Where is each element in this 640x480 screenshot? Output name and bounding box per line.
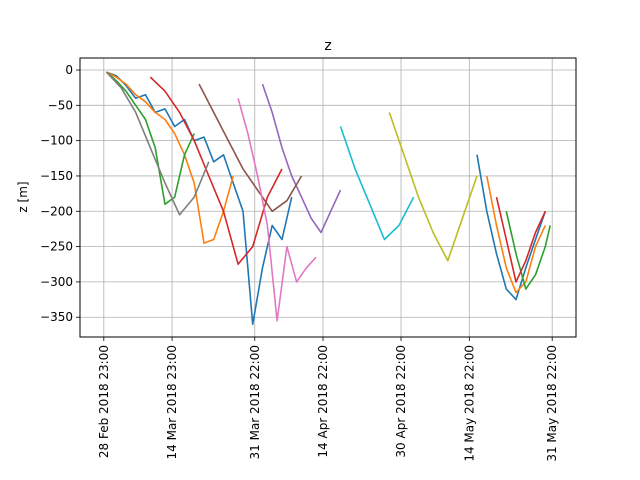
series-line-3 bbox=[105, 71, 195, 205]
axis-ticks: 0 −50 −100 −150 −200 −250 −300 −350 28 Feb 2018 … bbox=[40, 63, 559, 462]
series-line-1 bbox=[106, 71, 293, 326]
x-tick-label: 28 Feb 2018 23:00 bbox=[97, 345, 111, 458]
series-line-6 bbox=[198, 83, 303, 213]
series-line-2 bbox=[106, 71, 234, 244]
y-tick-label: −350 bbox=[40, 310, 73, 324]
y-tick-label: −300 bbox=[40, 275, 73, 289]
y-tick-label: −50 bbox=[48, 98, 73, 112]
x-tick-label: 30 Apr 2018 22:00 bbox=[394, 345, 408, 458]
plot-frame bbox=[79, 57, 577, 338]
x-tick-label: 14 Mar 2018 23:00 bbox=[165, 345, 179, 459]
x-tick-label: 31 May 2018 22:00 bbox=[545, 345, 559, 462]
y-tick-label: −100 bbox=[40, 134, 73, 148]
series-line-13 bbox=[505, 211, 551, 290]
y-tick-label: −200 bbox=[40, 204, 73, 218]
series-line-4 bbox=[149, 76, 283, 266]
series-line-5 bbox=[261, 83, 342, 234]
series-line-12 bbox=[486, 175, 547, 294]
y-axis-label: z [m] bbox=[16, 181, 30, 212]
series-lines bbox=[105, 71, 551, 326]
series-line-11 bbox=[476, 154, 547, 301]
x-tick-label: 31 Mar 2018 22:00 bbox=[248, 345, 262, 459]
y-tick-label: −150 bbox=[40, 169, 73, 183]
x-tick-label: 14 May 2018 22:00 bbox=[462, 345, 476, 462]
series-line-7 bbox=[237, 98, 317, 322]
series-line-8 bbox=[105, 71, 210, 216]
chart-title: z bbox=[324, 38, 331, 54]
x-tick-label: 14 Apr 2018 22:00 bbox=[316, 345, 330, 458]
y-tick-label: −250 bbox=[40, 240, 73, 254]
series-line-10 bbox=[339, 126, 415, 241]
series-line-9 bbox=[388, 112, 478, 262]
series-line-14 bbox=[495, 196, 547, 283]
y-tick-label: 0 bbox=[65, 63, 73, 77]
